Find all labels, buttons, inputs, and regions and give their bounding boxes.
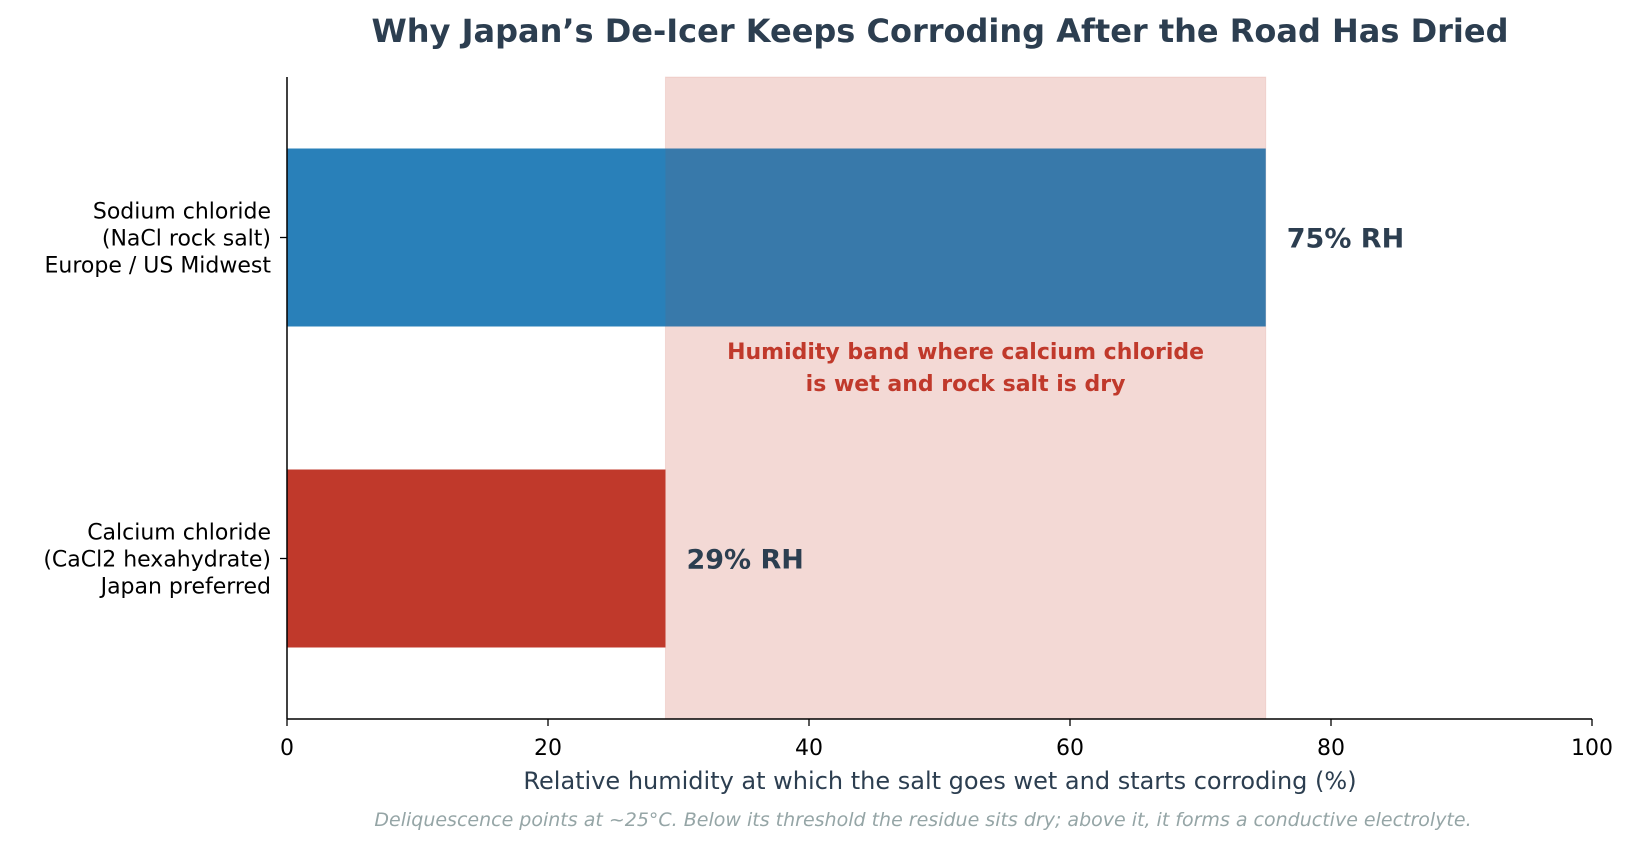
band-label-line: is wet and rock salt is dry [806,372,1126,397]
category-labels: Sodium chloride(NaCl rock salt)Europe / … [43,200,271,600]
bar-value-label: 75% RH [1287,224,1404,255]
x-tick-label: 80 [1317,736,1345,761]
chart-caption: Deliquescence points at ~25°C. Below its… [374,809,1471,831]
category-label-line: (NaCl rock salt) [102,227,271,252]
category-label-line: Calcium chloride [87,521,271,546]
bar [287,148,1266,327]
x-tick-label: 20 [534,736,562,761]
category-label-line: Sodium chloride [93,200,271,225]
bars-layer [287,148,1266,648]
band-label-line: Humidity band where calcium chloride [727,340,1204,365]
category-label-line: Japan preferred [99,575,271,600]
category-label-line: (CaCl2 hexahydrate) [43,548,271,573]
x-tick-label: 60 [1056,736,1084,761]
x-tick-label: 100 [1571,736,1613,761]
chart-title: Why Japan’s De-Icer Keeps Corroding Afte… [372,12,1509,50]
category-label-line: Europe / US Midwest [45,254,272,279]
x-tick-label: 0 [280,736,294,761]
bar [287,469,666,648]
humidity-band-overlay [665,77,1266,719]
x-tick-label: 40 [795,736,823,761]
axes: 0 20 40 60 80 100 [280,77,1613,761]
band-overlay-layer [665,77,1266,719]
value-labels-layer: 75% RH 29% RH Humidity band where calcium … [686,224,1404,576]
x-axis-label: Relative humidity at which the salt goes… [523,767,1356,795]
bar-value-label: 29% RH [686,545,803,576]
